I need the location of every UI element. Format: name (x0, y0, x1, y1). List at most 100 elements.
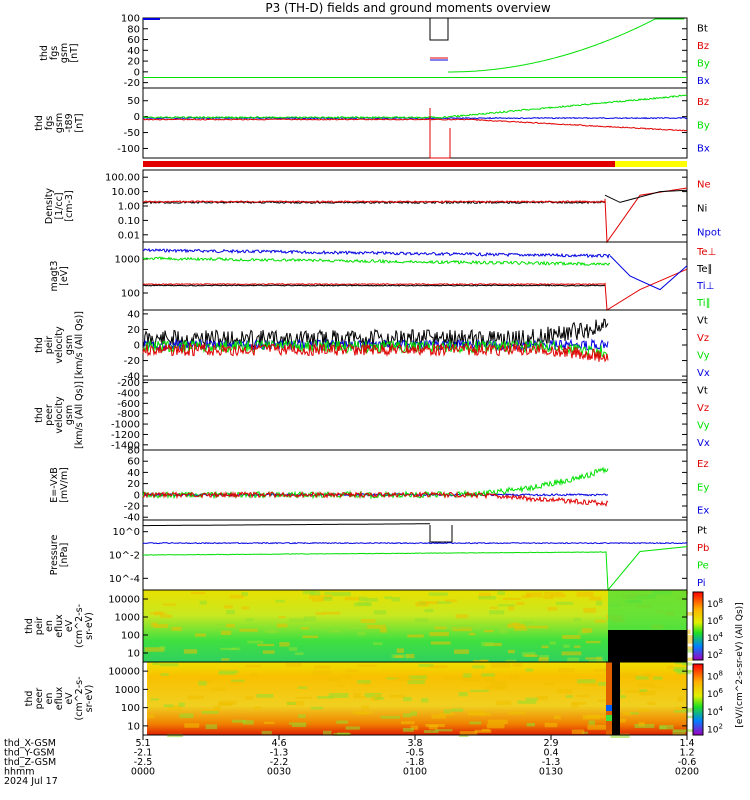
legend-Pb: Pb (697, 543, 709, 554)
y-axis-label-line: [nPa] (59, 543, 70, 568)
heatmap-cell (241, 606, 250, 610)
heatmap-cell (419, 601, 439, 605)
heatmap-cell (160, 673, 169, 676)
legend-Vz: Vz (697, 403, 709, 414)
legend-By: By (697, 59, 710, 70)
heatmap-cell (408, 675, 427, 680)
plot-title: P3 (TH-D) fields and ground moments over… (265, 1, 550, 15)
heatmap-cell (585, 657, 602, 660)
heatmap-cell (322, 611, 341, 615)
heatmap-cell (407, 634, 424, 638)
y-axis-label: thdpeerenefluxeV(cm^2-s-sr-eV) (24, 677, 95, 721)
heatmap-cell (302, 590, 315, 595)
y-tick-label: 10 (127, 649, 140, 660)
series-Pt (143, 523, 430, 527)
y-axis-label-line: [nT] (69, 43, 80, 62)
y-tick-label: 100 (121, 703, 140, 714)
heatmap-cell (242, 720, 254, 725)
y-tick-label: -100 (117, 144, 140, 155)
heatmap-cell (511, 622, 520, 626)
legend-Pt: Pt (697, 526, 707, 537)
heatmap-cell (659, 724, 674, 730)
heatmap-cell (429, 631, 449, 637)
colorbar-tick-label: 106 (707, 687, 723, 700)
y-tick-label: 60 (127, 457, 140, 468)
heatmap-cell (496, 700, 512, 706)
y-axis-label-line: gsm (59, 43, 70, 63)
heatmap-cell (366, 624, 386, 629)
heatmap-cell (431, 714, 446, 719)
legend-Ex: Ex (697, 506, 709, 517)
heatmap-cell (449, 624, 460, 630)
heatmap-cell (229, 594, 244, 599)
heatmap-cell (469, 689, 489, 692)
x-row-label: thd_Y-GSM (4, 748, 55, 759)
y-axis-label-line: sr-eV) (84, 612, 95, 640)
heatmap-cell (478, 596, 497, 600)
legend-Vx: Vx (697, 438, 710, 449)
y-axis-label: thdpeirenefluxeV(cm^2-s-sr-eV) (24, 604, 95, 648)
heatmap-cell (450, 708, 464, 712)
heatmap-cell (167, 733, 183, 738)
heatmap-cell (356, 712, 367, 715)
heatmap-cell (146, 714, 155, 719)
heatmap-cell (253, 706, 261, 710)
heatmap-cell (331, 591, 351, 597)
heatmap-cell (507, 623, 525, 628)
heatmap-cell (681, 649, 701, 653)
y-axis-label-line: [mV/m] (59, 467, 70, 503)
heatmap-cell (528, 625, 549, 629)
heatmap-cell (571, 729, 585, 734)
panel-frame (142, 379, 688, 451)
series-Vt (142, 318, 609, 349)
heatmap-cell (677, 696, 684, 702)
heatmap-cell (673, 710, 692, 713)
heatmap-cell (360, 618, 376, 623)
heatmap-cell (468, 710, 486, 716)
heatmap-cell (463, 673, 472, 679)
x-tick-label: -1.8 (406, 757, 425, 768)
heatmap-cell (681, 707, 697, 711)
heatmap-cell (226, 623, 235, 628)
heatmap-cell (202, 708, 221, 712)
heatmap-cell (489, 606, 498, 609)
heatmap-cell (230, 681, 243, 684)
legend-Pi: Pi (697, 578, 706, 589)
heatmap-cell (402, 727, 414, 732)
heatmap-cell (247, 640, 264, 644)
colorbar-tick-label: 104 (707, 631, 723, 644)
heatmap-cell (594, 620, 606, 623)
heatmap-cell (555, 601, 574, 605)
heatmap-cell (179, 713, 194, 719)
panel-temp: 1000 100 magt3[eV] Te⊥ Te∥ Ti⊥ Ti∥ (49, 241, 716, 311)
panel-density: 100.00 10.00 1.00 0.10 0.01 Density[1/cc][cm-… (44, 169, 721, 244)
heatmap-cell (244, 696, 254, 700)
heatmap-cell (198, 680, 207, 686)
legend-Ne: Ne (697, 179, 711, 190)
y-tick-label: 0.01 (118, 230, 140, 241)
y-axis-label-line: [km/s (All Qs)] (74, 381, 85, 449)
heatmap-cell (396, 648, 404, 653)
heatmap-cell (444, 675, 463, 681)
heatmap-cell (454, 649, 470, 654)
heatmap-cell (410, 711, 417, 716)
heatmap-cell (606, 662, 612, 735)
panel-pressure: 10^0 10^-2 10^-4 Pressure[nPa] Pt Pb Pe Pi (49, 519, 709, 592)
heatmap-cell (348, 625, 368, 630)
heatmap-cell (223, 605, 233, 609)
legend-By: By (697, 120, 710, 131)
y-axis-label-line: eflux (54, 686, 65, 710)
heatmap-cell (563, 644, 570, 648)
y-tick-label: -200 (117, 378, 140, 389)
heatmap-cell (499, 624, 511, 629)
y-tick-label: 10^0 (113, 527, 140, 538)
x-tick-label: -1.3 (542, 757, 561, 768)
y-axis-label-line: eV (64, 692, 75, 705)
heatmap-cell (521, 595, 530, 599)
heatmap-cell (587, 724, 608, 730)
heatmap-cell (639, 690, 656, 696)
heatmap-cell (608, 590, 687, 630)
heatmap-cell (444, 599, 457, 603)
heatmap-cell (394, 655, 404, 658)
heatmap-cell (345, 726, 360, 730)
